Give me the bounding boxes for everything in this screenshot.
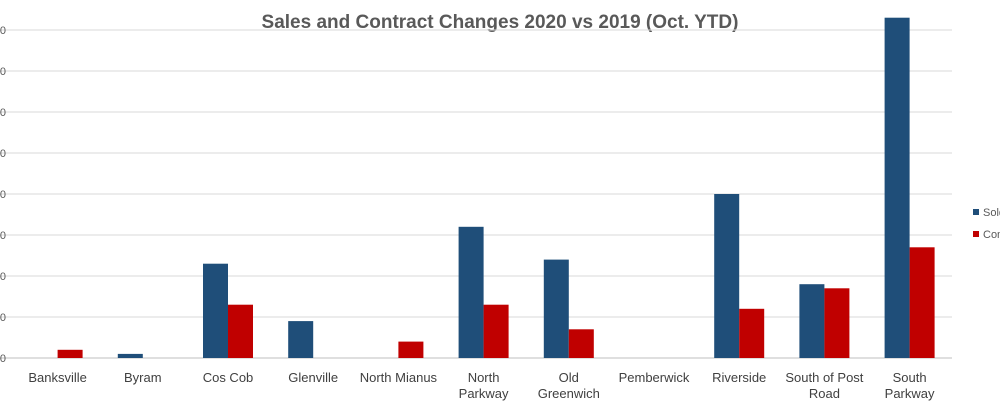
bar-sold-riverside [714,194,740,358]
y-tick-label: 30 [0,230,6,242]
legend-label-sold: Sold [983,207,1000,219]
x-tick-label: Cos Cob [203,370,254,385]
legend-swatch-sold [973,209,979,215]
x-tick-label: South Parkway [885,370,935,401]
bar-contract-north-parkway [483,304,509,358]
bar-contract-banksville [57,349,83,358]
x-tick-label: Banksville [28,370,87,385]
bar-sold-south-of-post-road [799,284,825,358]
x-tick-label: Byram [124,370,162,385]
bar-contract-riverside [739,308,765,358]
x-tick-label: North Parkway [459,370,509,401]
bars [57,17,935,358]
bar-contract-old-greenwich [568,329,594,358]
bar-sold-byram [117,353,143,358]
y-tick-label: 10 [0,312,6,324]
legend-label-contract: Contract [983,229,1000,241]
y-tick-label: 40 [0,189,6,201]
y-tick-label: 70 [0,66,6,78]
bar-sold-north-parkway [458,226,484,358]
bar-contract-cos-cob [228,304,253,358]
bar-sold-old-greenwich [543,259,569,358]
bar-sold-cos-cob [203,263,228,358]
x-tick-label: South of Post Road [785,370,863,401]
y-tick-label: 80 [0,25,6,37]
bar-sold-glenville [288,321,314,358]
bar-contract-south-of-post-road [824,288,850,358]
chart-title: Sales and Contract Changes 2020 vs 2019 … [261,12,739,33]
y-axis-ticks: 0 10 20 30 40 50 60 70 80 [0,25,6,365]
legend: Sold Contract [973,207,1000,241]
y-tick-label: 60 [0,107,6,119]
x-tick-label: North Mianus [360,370,438,385]
legend-swatch-contract [973,231,979,237]
y-tick-label: 50 [0,148,6,160]
x-axis-labels: Banksville Byram Cos Cob Glenville North Mia… [28,370,935,401]
y-tick-label: 0 [0,353,6,365]
x-tick-label: Pemberwick [619,370,690,385]
x-tick-label: Glenville [288,370,338,385]
y-tick-label: 20 [0,271,6,283]
bar-contract-north-mianus [398,341,424,358]
x-tick-label: Riverside [712,370,766,385]
bar-contract-south-parkway [909,247,935,358]
x-tick-label: Old Greenwich [538,370,600,401]
bar-sold-south-parkway [884,17,910,358]
